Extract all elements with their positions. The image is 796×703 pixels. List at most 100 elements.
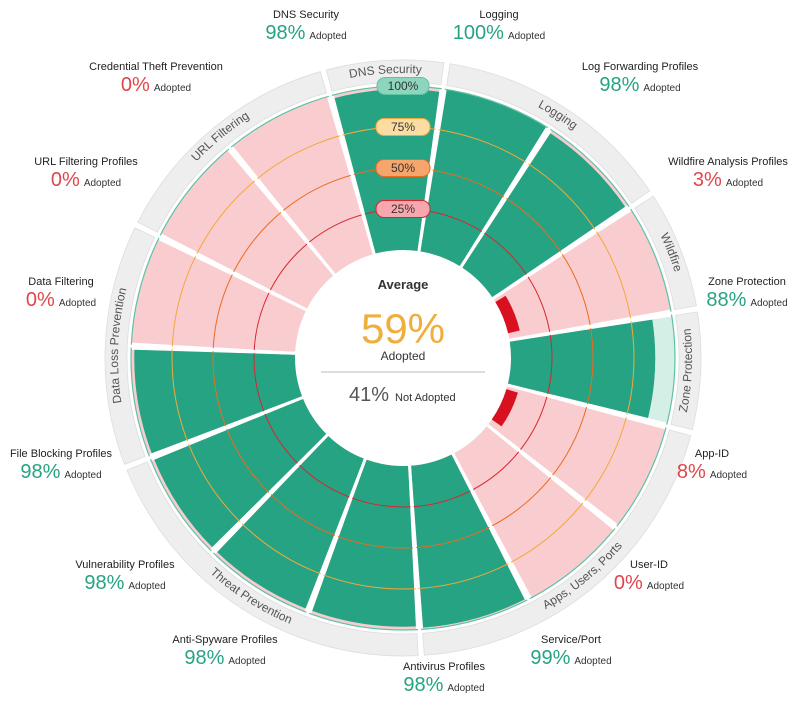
- bar-adopted: [217, 436, 364, 609]
- bar-separator: [148, 395, 305, 460]
- group-band: [446, 63, 651, 204]
- category-value: 88%: [706, 289, 747, 311]
- category-label: File Blocking Profiles 98% Adopted: [10, 447, 112, 483]
- adopted-word: Adopted: [309, 31, 347, 42]
- category-label: App-ID 8% Adopted: [677, 447, 747, 483]
- adopted-word: Adopted: [153, 83, 192, 94]
- adopted-word: Adopted: [447, 683, 485, 694]
- category-value: 8%: [676, 461, 706, 483]
- bar-separator: [130, 344, 298, 355]
- category-label: Antivirus Profiles 98% Adopted: [403, 660, 485, 696]
- adopted-word: Adopted: [58, 298, 97, 309]
- bar-background: [161, 150, 334, 309]
- category-label: Service/Port 99% Adopted: [530, 633, 611, 669]
- category-label: DNS Security 98% Adopted: [265, 8, 346, 44]
- bar-separator: [228, 146, 337, 278]
- bar-separator: [305, 456, 368, 615]
- ring-label: 50%: [391, 161, 415, 175]
- category-name: Antivirus Profiles: [403, 661, 485, 673]
- bar-remaining: [648, 316, 675, 423]
- bar-background: [131, 239, 306, 352]
- bar-separator: [210, 432, 330, 554]
- bar-separator: [505, 383, 668, 428]
- bar-separator: [407, 463, 422, 631]
- group-band: [126, 461, 419, 657]
- bar-low-marker: [495, 295, 520, 334]
- category-label: Anti-Spyware Profiles 98% Adopted: [172, 633, 277, 669]
- category-name: File Blocking Profiles: [9, 448, 113, 460]
- bar-separator: [450, 451, 531, 601]
- ring-pill: [375, 200, 431, 218]
- category-value: 0%: [120, 74, 150, 96]
- center-disc: [297, 252, 509, 464]
- adopted-word: Adopted: [574, 656, 612, 667]
- category-name: Logging: [479, 9, 519, 21]
- adopted-word: Adopted: [646, 581, 685, 592]
- ring-pill: [375, 118, 431, 136]
- category-name: Zone Protection: [708, 276, 786, 288]
- center-adopted-label: Adopted: [381, 349, 426, 363]
- group-band: [422, 429, 692, 656]
- category-value: 0%: [50, 169, 80, 191]
- bar-separator: [485, 422, 618, 530]
- category-name: User-ID: [630, 559, 668, 571]
- bar-separator: [417, 87, 445, 254]
- bar-adopted: [462, 133, 626, 298]
- category-label: Credential Theft Prevention 0% Adopted: [89, 60, 223, 96]
- bar-separator: [490, 206, 632, 301]
- ring-label: 25%: [391, 202, 415, 216]
- group-band: [137, 71, 327, 233]
- category-value: 98%: [184, 647, 225, 669]
- bar-adopted: [312, 459, 416, 627]
- bar-background: [454, 426, 614, 598]
- group-band: [634, 195, 697, 311]
- category-name: Log Forwarding Profiles: [581, 61, 699, 73]
- adopted-word: Adopted: [507, 31, 546, 42]
- adopted-word: Adopted: [725, 178, 764, 189]
- bar-low-marker: [491, 389, 518, 427]
- bar-adopted: [420, 89, 547, 267]
- adopted-word: Adopted: [128, 581, 166, 592]
- category-label: Data Filtering 0% Adopted: [26, 275, 96, 311]
- category-label: User-ID 0% Adopted: [614, 558, 684, 594]
- bar-background: [493, 210, 671, 339]
- category-label: Log Forwarding Profiles 98% Adopted: [582, 60, 698, 96]
- category-label: Logging 100% Adopted: [453, 8, 545, 44]
- adopted-word: Adopted: [83, 178, 122, 189]
- category-name: Service/Port: [541, 634, 601, 646]
- category-name: DNS Security: [272, 9, 340, 21]
- category-label: Zone Protection 88% Adopted: [706, 275, 787, 311]
- bar-separator: [458, 126, 551, 270]
- category-name: Anti-Spyware Profiles: [172, 634, 278, 646]
- category-label: Vulnerability Profiles 98% Adopted: [75, 558, 174, 594]
- group-band: [670, 311, 702, 431]
- category-value: 3%: [692, 169, 722, 191]
- category-value: 0%: [25, 289, 55, 311]
- bar-separator: [328, 94, 377, 257]
- category-label: Wildfire Analysis Profiles 3% Adopted: [668, 155, 788, 191]
- category-name: Wildfire Analysis Profiles: [668, 156, 788, 168]
- category-name: Credential Theft Prevention: [89, 61, 223, 73]
- category-name: Vulnerability Profiles: [75, 559, 175, 571]
- ring-pill: [376, 77, 430, 95]
- bar-background: [232, 96, 373, 274]
- category-value: 98%: [265, 22, 306, 44]
- category-value: 98%: [599, 74, 640, 96]
- ring-pill: [375, 159, 431, 177]
- center-adopted-pct: 59%: [361, 305, 445, 352]
- category-value: 98%: [84, 572, 125, 594]
- ring-label: 75%: [391, 120, 415, 134]
- category-value: 98%: [403, 674, 444, 696]
- category-value: 99%: [530, 647, 571, 669]
- category-label: URL Filtering Profiles 0% Adopted: [34, 155, 138, 191]
- adopted-word: Adopted: [750, 298, 788, 309]
- category-name: App-ID: [694, 448, 730, 460]
- category-name: URL Filtering Profiles: [34, 156, 138, 168]
- group-band: [325, 59, 445, 92]
- bar-adopted: [411, 454, 525, 628]
- bar-adopted: [507, 319, 656, 418]
- adopted-word: Adopted: [64, 470, 102, 481]
- category-value: 98%: [20, 461, 61, 483]
- ring-label: 100%: [388, 79, 419, 93]
